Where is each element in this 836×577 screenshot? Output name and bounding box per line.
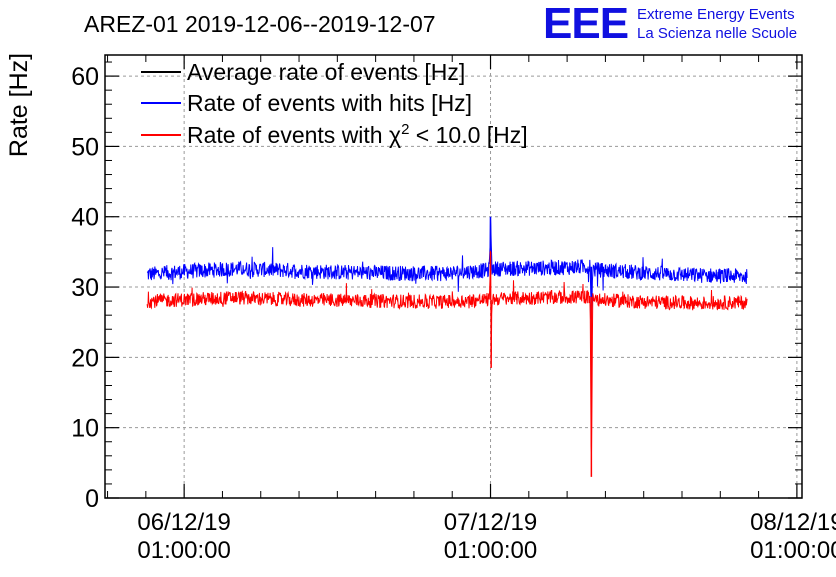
plot-frame <box>104 54 803 499</box>
x-tick-time-label: 01:00:00 <box>137 537 230 564</box>
legend: Average rate of events [Hz] Rate of event… <box>141 59 528 148</box>
grid-lines <box>105 55 802 498</box>
logo-line-1: Extreme Energy Events <box>637 6 795 23</box>
y-tick-label: 60 <box>71 63 99 91</box>
y-tick-label: 30 <box>71 274 99 302</box>
legend-label-2: Rate of events with χ2 < 10.0 [Hz] <box>187 121 528 148</box>
x-tick-date-label: 08/12/19 <box>750 509 836 536</box>
y-axis-label: Rate [Hz] <box>5 53 33 157</box>
series-line-2 <box>146 250 748 453</box>
x-tick-date-label: 06/12/19 <box>137 509 230 536</box>
x-tick-time-label: 01:00:00 <box>750 537 836 564</box>
x-tick-time-label: 01:00:00 <box>444 537 537 564</box>
series-layer <box>146 216 748 477</box>
logo-line-2: La Scienza nelle Scuole <box>637 25 797 42</box>
eee-logo: EEE <box>543 0 628 48</box>
y-tick-label: 20 <box>71 344 99 372</box>
y-tick-label: 10 <box>71 415 99 443</box>
chart-title: AREZ-01 2019-12-06--2019-12-07 <box>84 11 436 37</box>
series-line-1 <box>146 217 748 311</box>
axes: 010203040506006/12/1901:00:0007/12/1901:… <box>71 55 836 564</box>
y-tick-label: 50 <box>71 133 99 161</box>
legend-label-1: Rate of events with hits [Hz] <box>187 90 472 116</box>
y-tick-label: 0 <box>85 485 99 513</box>
legend-label-0: Average rate of events [Hz] <box>187 59 465 85</box>
y-tick-label: 40 <box>71 204 99 232</box>
x-tick-date-label: 07/12/19 <box>444 509 537 536</box>
